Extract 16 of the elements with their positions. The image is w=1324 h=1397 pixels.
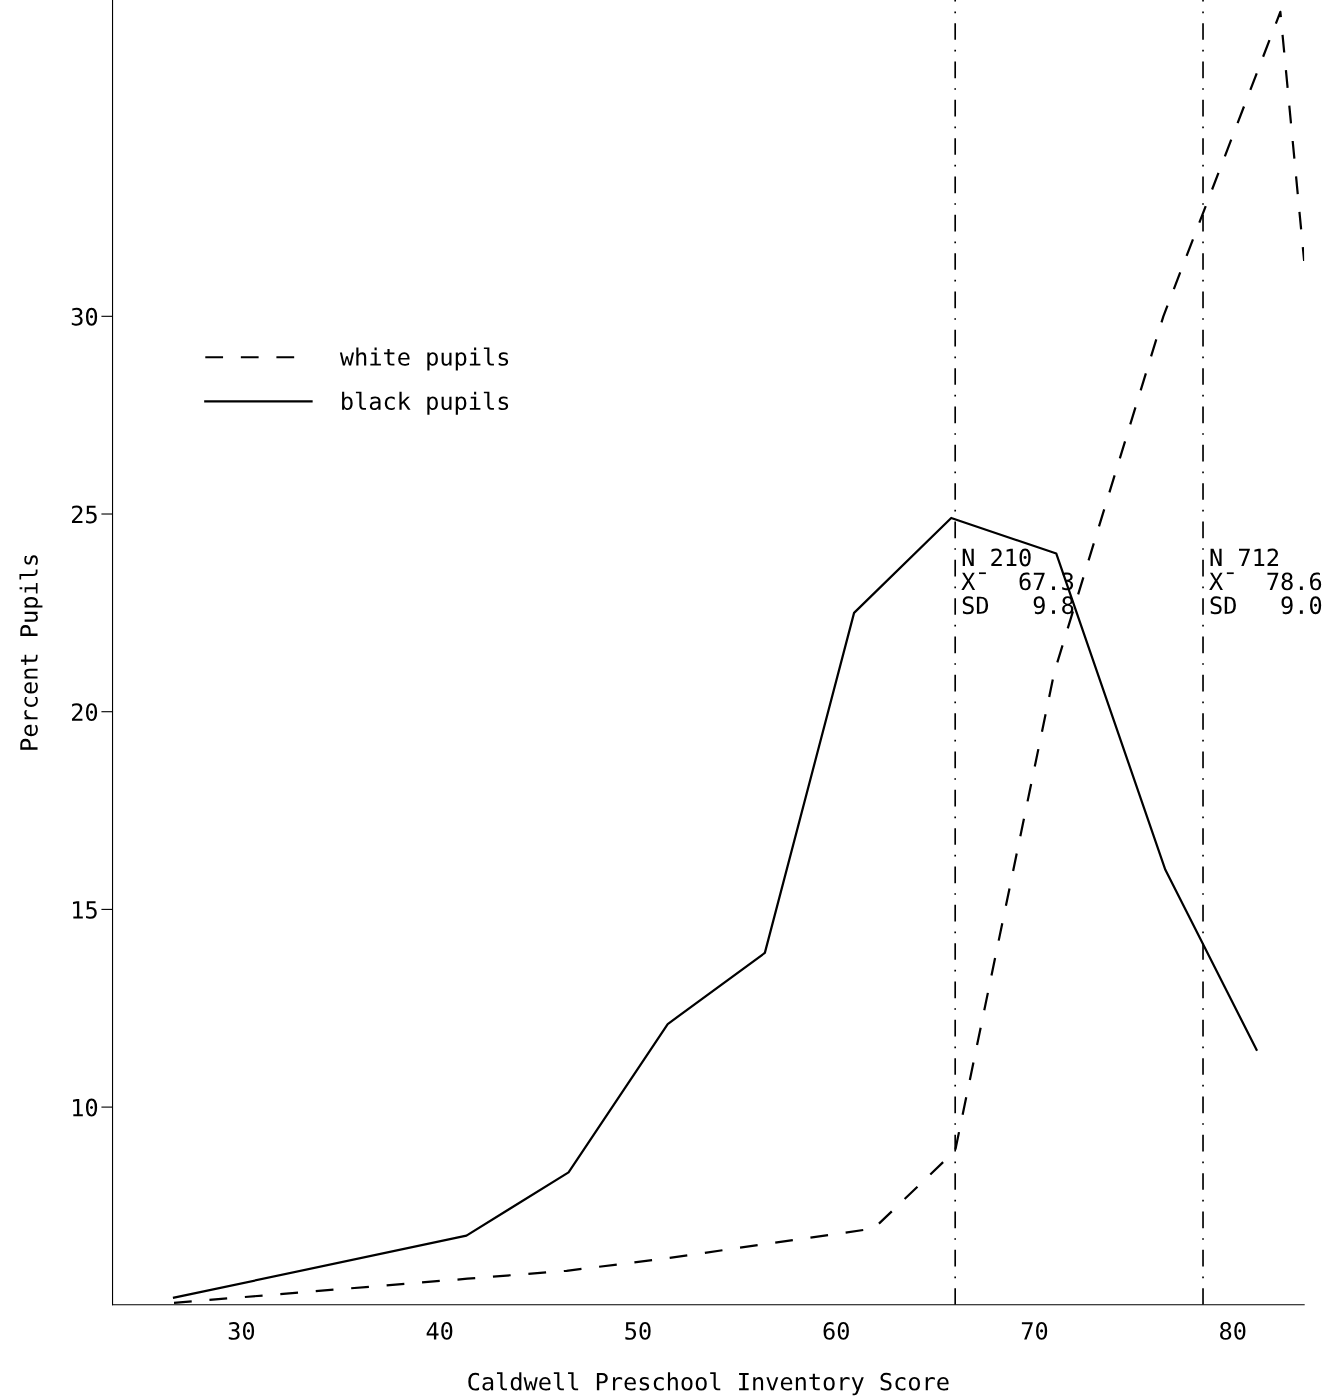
y-tick-label: 15 bbox=[73, 901, 97, 919]
x-tick-label: 80 bbox=[1220, 1322, 1246, 1340]
x-tick-label: 60 bbox=[823, 1322, 849, 1340]
y-axis-title: Percent Pupils bbox=[19, 555, 43, 750]
x-tick-label: 30 bbox=[228, 1322, 255, 1340]
x-axis-title: Caldwell Preschool Inventory Score bbox=[468, 1372, 949, 1396]
y-tick-label: 10 bbox=[73, 1098, 98, 1117]
y-tick-label: 30 bbox=[71, 307, 98, 326]
legend-label: black pupils bbox=[342, 391, 509, 415]
ref-line-label: N 712 X̄ 78.6 SD 9.0 bbox=[1209, 548, 1322, 615]
legend-label: white pupils bbox=[339, 347, 509, 371]
x-tick-label: 70 bbox=[1021, 1322, 1048, 1340]
y-tick-label: 20 bbox=[71, 703, 98, 722]
x-tick-label: 50 bbox=[625, 1322, 651, 1340]
x-tick-label: 40 bbox=[426, 1322, 453, 1340]
y-tick-label: 25 bbox=[71, 505, 97, 524]
